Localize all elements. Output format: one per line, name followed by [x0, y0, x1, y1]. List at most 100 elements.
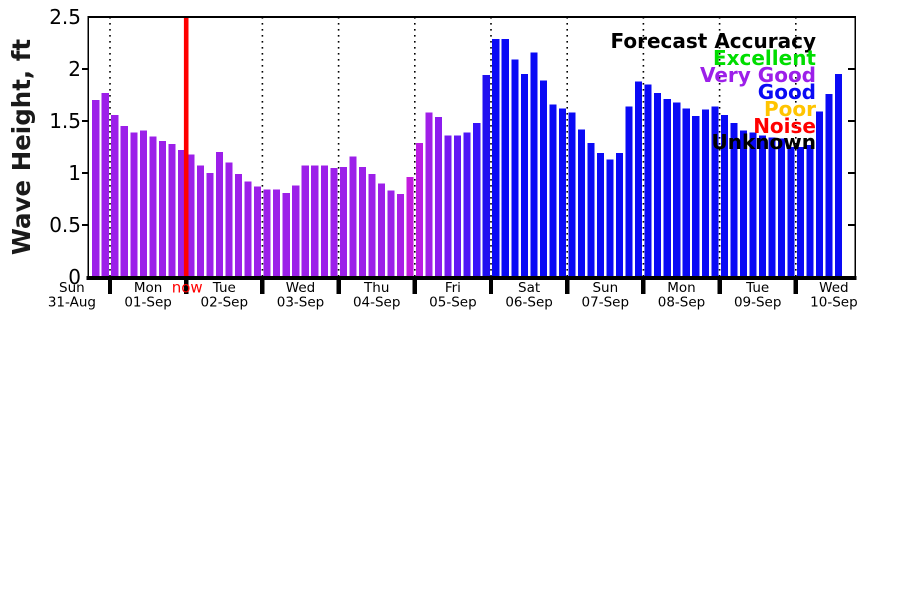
- wave-bar: [273, 189, 281, 277]
- wave-bar: [787, 147, 795, 277]
- day-name-label: Sun: [592, 280, 618, 296]
- wave-bar: [730, 123, 738, 277]
- wave-bar: [492, 38, 500, 278]
- day-boundary-tick: [793, 277, 798, 294]
- wave-bar: [206, 173, 214, 277]
- wave-bar: [577, 129, 586, 277]
- legend-item-unknown: Unknown: [711, 130, 816, 155]
- wave-bar: [320, 165, 328, 277]
- wave-bar: [768, 137, 776, 277]
- wave-bar: [444, 135, 452, 277]
- x-axis-line: [86, 276, 857, 281]
- frame-right: [854, 16, 856, 279]
- wave-bar: [777, 138, 786, 277]
- wave-bar: [301, 165, 309, 277]
- y-tick-left: [82, 224, 89, 226]
- wave-bar: [435, 116, 443, 277]
- wave-height-bars: [92, 38, 843, 278]
- y-tick-label: 1.5: [49, 109, 81, 133]
- now-line: [183, 17, 189, 277]
- legend-item-good: Good: [757, 79, 816, 104]
- wave-bar: [416, 142, 424, 277]
- wave-bar: [454, 135, 462, 277]
- legend-item-poor: Poor: [763, 96, 816, 121]
- wave-bar: [558, 108, 566, 278]
- wave-bar: [158, 140, 166, 277]
- wave-bar: [806, 144, 814, 277]
- day-date-label: 10-Sep: [810, 295, 858, 311]
- frame-top: [87, 16, 856, 18]
- day-boundary-tick: [184, 277, 189, 294]
- wave-bar: [387, 190, 395, 277]
- wave-bar: [720, 114, 728, 277]
- wave-bar: [187, 154, 195, 277]
- wave-bar: [130, 132, 138, 277]
- now-label: now: [172, 279, 203, 297]
- wave-bar: [758, 135, 766, 277]
- wave-bar: [644, 84, 652, 277]
- day-name-label: Wed: [286, 280, 315, 296]
- day-boundary-tick: [336, 277, 341, 294]
- wave-bar: [501, 38, 509, 278]
- wave-bar: [168, 143, 176, 277]
- wave-bar: [215, 152, 224, 277]
- y-tick-label: 2: [68, 57, 81, 81]
- wave-bar: [111, 114, 119, 277]
- day-name-label: Thu: [363, 280, 389, 296]
- wave-bar: [539, 80, 547, 277]
- wave-bar: [292, 185, 300, 277]
- y-tick-left: [82, 172, 89, 174]
- day-boundary-tick: [641, 277, 646, 294]
- day-boundary-tick: [488, 277, 494, 294]
- wave-bar: [177, 150, 185, 277]
- y-tick-left: [82, 120, 89, 122]
- wave-bar: [349, 156, 357, 277]
- day-name-label: Tue: [212, 280, 236, 296]
- wave-bar: [511, 59, 519, 277]
- wave-bar: [101, 92, 109, 277]
- y-tick-left: [82, 68, 89, 70]
- y-tick-label: 1: [68, 161, 81, 185]
- wave-bar: [816, 111, 824, 277]
- wave-bar: [835, 74, 843, 277]
- wave-bar: [339, 166, 347, 277]
- y-tick-right: [848, 120, 855, 122]
- wave-bar: [149, 136, 157, 277]
- day-boundary-tick: [107, 277, 113, 294]
- day-date-label: 04-Sep: [353, 295, 401, 311]
- wave-bar: [282, 192, 290, 277]
- wave-bar: [568, 112, 576, 278]
- day-date-label: 05-Sep: [429, 295, 477, 311]
- day-boundary-tick: [565, 277, 570, 294]
- day-name-label: Wed: [819, 280, 848, 296]
- wave-bar: [616, 153, 624, 277]
- wave-bar: [673, 102, 681, 277]
- day-boundary-tick: [260, 277, 265, 294]
- wave-bar: [406, 177, 414, 277]
- legend-item-very-good: Very Good: [699, 62, 816, 87]
- legend-item-excellent: Excellent: [712, 45, 816, 70]
- wave-bar: [425, 112, 433, 278]
- forecast-accuracy-legend: Forecast Accuracy Excellent Very Good Good…: [416, 31, 816, 155]
- wave-bar: [235, 174, 243, 277]
- wave-bar: [701, 109, 709, 277]
- frame-left: [87, 16, 90, 279]
- y-tick-right: [848, 68, 855, 70]
- day-date-label: 06-Sep: [505, 295, 553, 311]
- y-axis-title: Wave Height, ft: [7, 39, 36, 256]
- wave-bar: [244, 181, 252, 277]
- wave-bar: [749, 132, 757, 277]
- x-axis: Sun31-AugMon01-SepTue02-SepWed03-SepThu0…: [48, 277, 858, 311]
- day-boundary-tick: [412, 277, 417, 294]
- wave-bar: [311, 165, 319, 277]
- wave-bar: [596, 153, 605, 277]
- wave-bar: [473, 123, 481, 277]
- y-tick-label: 0: [68, 265, 81, 289]
- day-date-label: 02-Sep: [201, 295, 249, 311]
- wave-bar: [625, 106, 633, 277]
- y-tick-label: 0.5: [49, 213, 81, 237]
- wave-bar: [682, 108, 690, 278]
- wave-bar: [482, 75, 490, 278]
